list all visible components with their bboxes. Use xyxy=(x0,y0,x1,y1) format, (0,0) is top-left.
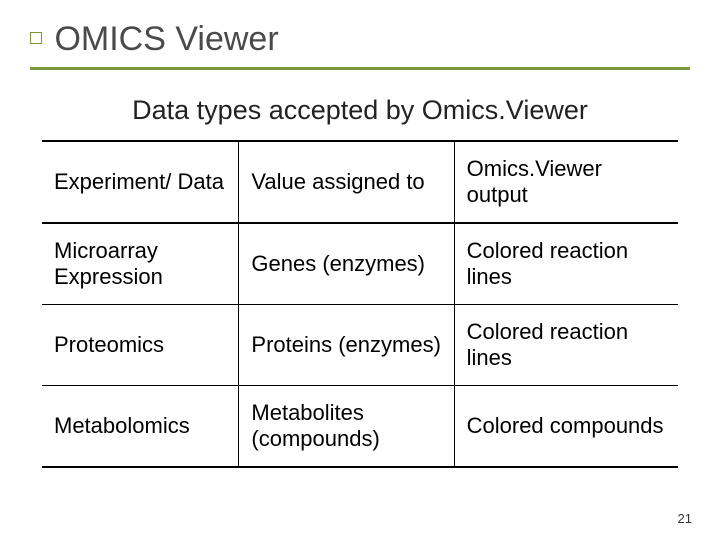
table-header-cell: Value assigned to xyxy=(239,141,454,223)
table-cell: Microarray Expression xyxy=(42,223,239,305)
table-cell: Proteins (enzymes) xyxy=(239,305,454,386)
slide-title: OMICS Viewer xyxy=(54,20,278,58)
table-header-cell: Omics.Viewer output xyxy=(454,141,678,223)
title-underline xyxy=(30,67,690,70)
table-cell: Metabolomics xyxy=(42,386,239,468)
table-cell: Proteomics xyxy=(42,305,239,386)
data-types-table: Experiment/ Data Value assigned to Omics… xyxy=(42,140,678,468)
title-bullet-icon xyxy=(30,32,42,44)
table-header-row: Experiment/ Data Value assigned to Omics… xyxy=(42,141,678,223)
table-row: Microarray Expression Genes (enzymes) Co… xyxy=(42,223,678,305)
title-block: OMICS Viewer xyxy=(30,20,690,70)
table-cell: Colored reaction lines xyxy=(454,305,678,386)
table-cell: Metabolites (compounds) xyxy=(239,386,454,468)
table-row: Metabolomics Metabolites (compounds) Col… xyxy=(42,386,678,468)
table-cell: Colored reaction lines xyxy=(454,223,678,305)
table-cell: Colored compounds xyxy=(454,386,678,468)
table-row: Proteomics Proteins (enzymes) Colored re… xyxy=(42,305,678,386)
table-header-cell: Experiment/ Data xyxy=(42,141,239,223)
page-number: 21 xyxy=(678,511,692,526)
slide: OMICS Viewer Data types accepted by Omic… xyxy=(0,0,720,540)
slide-subtitle: Data types accepted by Omics.Viewer xyxy=(50,95,670,126)
table-cell: Genes (enzymes) xyxy=(239,223,454,305)
